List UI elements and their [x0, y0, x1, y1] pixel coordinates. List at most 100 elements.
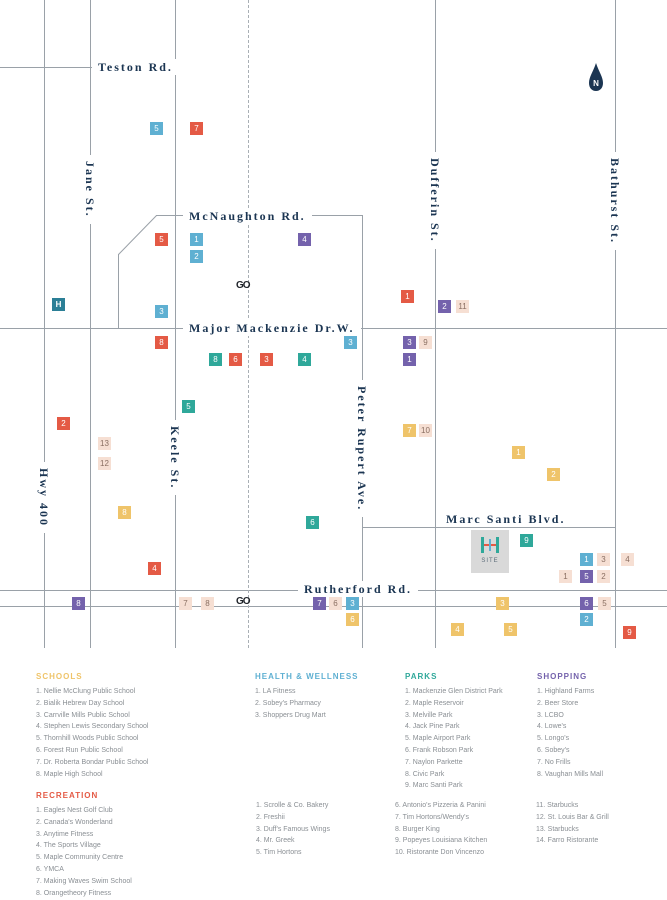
marker-health-2[interactable]: 2 — [190, 250, 203, 263]
legend-item: 6. YMCA — [36, 865, 64, 873]
legend-item: 4. The Sports Village — [36, 842, 101, 850]
legend-list-recreation: 1. Eagles Nest Golf Club 2. Canada's Wond… — [36, 805, 132, 899]
legend-item: 9. Popeyes Louisiana Kitchen — [395, 837, 488, 845]
marker-recreation-5[interactable]: 5 — [155, 233, 168, 246]
legend-item: 8. Civic Park — [405, 770, 445, 778]
street-label-teston: Teston Rd. — [92, 59, 179, 75]
marker-shopping-2[interactable]: 2 — [438, 300, 451, 313]
marker-schools-3[interactable]: 3 — [496, 597, 509, 610]
legend-item: 5. Maple Airport Park — [405, 735, 471, 743]
marker-dining-7[interactable]: 7 — [179, 597, 192, 610]
legend-dining-col1: 1. Scrolle & Co. Bakery 2. Freshii 3. Duff… — [256, 800, 330, 859]
marker-parks-6[interactable]: 6 — [306, 516, 319, 529]
site-marker: SITE — [471, 530, 509, 573]
marker-shopping-7[interactable]: 7 — [313, 597, 326, 610]
marker-shopping-6[interactable]: 6 — [580, 597, 593, 610]
street-label-keele: Keele St. — [167, 420, 183, 496]
marker-health-5[interactable]: 5 — [150, 122, 163, 135]
legend-item: 2. Freshii — [256, 813, 285, 821]
marker-recreation-4[interactable]: 4 — [148, 562, 161, 575]
legend-item: 1. Eagles Nest Golf Club — [36, 807, 113, 814]
marker-shopping-5[interactable]: 5 — [580, 570, 593, 583]
marker-parks-5[interactable]: 5 — [182, 400, 195, 413]
marker-health-3[interactable]: 3 — [155, 305, 168, 318]
legend-item: 4. Lowe's — [537, 723, 567, 731]
marker-parks-4[interactable]: 4 — [298, 353, 311, 366]
marker-dining-3[interactable]: 3 — [597, 553, 610, 566]
marker-recreation-1[interactable]: 1 — [401, 290, 414, 303]
marker-parks-9[interactable]: 9 — [520, 534, 533, 547]
marker-dining-10[interactable]: 10 — [419, 424, 432, 437]
marker-health-1[interactable]: 1 — [580, 553, 593, 566]
marker-recreation-6[interactable]: 6 — [229, 353, 242, 366]
marker-schools-2[interactable]: 2 — [547, 468, 560, 481]
marker-recreation-9[interactable]: 9 — [623, 626, 636, 639]
road-marc-santi — [362, 527, 616, 528]
street-label-hwy400: Hwy 400 — [36, 462, 52, 533]
road-dufferin — [435, 0, 436, 648]
legend-title-schools: SCHOOLS — [36, 672, 83, 681]
marker-dining-12[interactable]: 12 — [98, 457, 111, 470]
go-station-icon: GO — [236, 596, 251, 607]
north-arrow-icon: N — [589, 63, 603, 91]
legend-item: 8. Orangetheory Fitness — [36, 889, 112, 897]
legend-item: 8. Vaughan Mills Mall — [537, 770, 604, 778]
legend-item: 14. Farro Ristorante — [536, 837, 599, 845]
street-label-bathurst: Bathurst St. — [607, 152, 623, 251]
marker-schools-8[interactable]: 8 — [118, 506, 131, 519]
legend-item: 7. Naylon Parkette — [405, 758, 463, 766]
legend-schools: SCHOOLS 1. Nellie McClung Public School 2… — [36, 672, 148, 780]
marker-schools-7[interactable]: 7 — [403, 424, 416, 437]
marker-dining-6[interactable]: 6 — [329, 597, 342, 610]
legend-title-parks: PARKS — [405, 672, 438, 681]
marker-health-3[interactable]: 3 — [344, 336, 357, 349]
legend-item: 7. Tim Hortons/Wendy's — [395, 813, 469, 821]
marker-schools-4[interactable]: 4 — [451, 623, 464, 636]
marker-recreation-2[interactable]: 2 — [57, 417, 70, 430]
legend-shopping: SHOPPING 1. Highland Farms 2. Beer Store 3… — [537, 672, 603, 780]
marker-shopping-8[interactable]: 8 — [72, 597, 85, 610]
legend-health: HEALTH & WELLNESS 1. LA Fitness 2. Sobey'… — [255, 672, 359, 721]
marker-dining-2[interactable]: 2 — [597, 570, 610, 583]
legend-item: 4. Jack Pine Park — [405, 723, 460, 731]
road-jane — [90, 0, 91, 648]
marker-shopping-4[interactable]: 4 — [298, 233, 311, 246]
marker-dining-11[interactable]: 11 — [456, 300, 469, 313]
marker-dining-4[interactable]: 4 — [621, 553, 634, 566]
marker-schools-1[interactable]: 1 — [512, 446, 525, 459]
legend-item: 2. Beer Store — [537, 699, 579, 707]
legend-list-dining-1: 1. Scrolle & Co. Bakery 2. Freshii 3. Duff… — [256, 800, 330, 859]
legend-item: 7. Making Waves Swim School — [36, 877, 132, 885]
marker-dining-1[interactable]: 1 — [559, 570, 572, 583]
marker-shopping-1[interactable]: 1 — [403, 353, 416, 366]
street-label-rutherford: Rutherford Rd. — [298, 581, 418, 597]
marker-recreation-7[interactable]: 7 — [190, 122, 203, 135]
marker-health-1[interactable]: 1 — [190, 233, 203, 246]
legend-item: 8. Maple High School — [36, 770, 103, 778]
legend-list-parks: 1. Mackenzie Glen District Park 2. Maple … — [405, 686, 503, 792]
marker-schools-6[interactable]: 6 — [346, 613, 359, 626]
marker-schools-5[interactable]: 5 — [504, 623, 517, 636]
marker-dining-9[interactable]: 9 — [419, 336, 432, 349]
legend-item: 6. Sobey's — [537, 746, 570, 754]
street-label-dufferin: Dufferin St. — [427, 152, 443, 249]
road-keele — [175, 0, 176, 648]
legend-item: 4. Stephen Lewis Secondary School — [36, 723, 149, 731]
marker-dining-5[interactable]: 5 — [598, 597, 611, 610]
site-logo-icon — [481, 537, 499, 553]
marker-dining-8[interactable]: 8 — [201, 597, 214, 610]
marker-dining-13[interactable]: 13 — [98, 437, 111, 450]
legend-item: 10. Ristorante Don Vincenzo — [395, 849, 484, 857]
street-label-major-mackenzie: Major Mackenzie Dr.W. — [183, 320, 361, 336]
legend-item: 5. Thornhill Woods Public School — [36, 735, 139, 743]
marker-recreation-8[interactable]: 8 — [155, 336, 168, 349]
legend-item: 1. Highland Farms — [537, 688, 595, 695]
marker-parks-8[interactable]: 8 — [209, 353, 222, 366]
marker-health-3[interactable]: 3 — [346, 597, 359, 610]
marker-shopping-3[interactable]: 3 — [403, 336, 416, 349]
north-label: N — [593, 79, 599, 88]
site-label: SITE — [481, 558, 499, 564]
marker-health-2[interactable]: 2 — [580, 613, 593, 626]
marker-recreation-3[interactable]: 3 — [260, 353, 273, 366]
legend-parks: PARKS 1. Mackenzie Glen District Park 2. … — [405, 672, 503, 792]
